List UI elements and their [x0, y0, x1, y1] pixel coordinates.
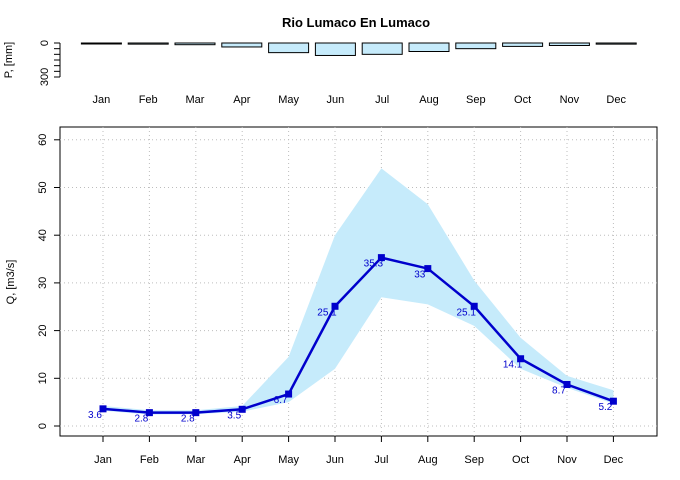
discharge-y-tick-label: 20 [37, 324, 49, 336]
discharge-x-tick-nov: Nov [557, 454, 577, 466]
discharge-data-label: 2.8 [181, 414, 195, 425]
precip-bar-sep [455, 42, 497, 50]
discharge-data-label: 6.7 [274, 395, 288, 406]
discharge-x-tick-dec: Dec [604, 454, 624, 466]
discharge-y-tick-label: 0 [37, 423, 49, 429]
precip-x-tick-aug: Aug [419, 94, 439, 106]
discharge-point-jun [331, 302, 339, 310]
discharge-data-label: 8.7 [552, 386, 566, 397]
precip-x-tick-sep: Sep [466, 94, 486, 106]
discharge-point-aug [424, 265, 432, 273]
discharge-point-mar [192, 409, 200, 417]
precip-x-tick-jul: Jul [375, 94, 389, 106]
precip-bar-jan [80, 42, 122, 45]
precip-x-tick-apr: Apr [233, 94, 250, 106]
discharge-data-label: 3.6 [88, 410, 102, 421]
precip-y-axis: 0 300 [39, 40, 61, 86]
discharge-point-jul [377, 254, 385, 262]
discharge-x-tick-apr: Apr [234, 454, 251, 466]
precip-bar-mar [174, 42, 216, 46]
precip-x-tick-jan: Jan [93, 94, 111, 106]
precip-bar-feb [127, 42, 169, 45]
discharge-point-feb [145, 409, 153, 417]
precip-bar-oct [502, 42, 544, 47]
discharge-y-tick-label: 40 [37, 229, 49, 241]
precip-x-tick-oct: Oct [514, 94, 531, 106]
discharge-data-label: 33 [414, 270, 426, 281]
precip-x-tick-labels: Jan Feb Mar Apr May Jun Jul Aug Sep Oct Nov Dec [93, 94, 627, 106]
discharge-point-nov [563, 381, 571, 389]
discharge-y-tick-label: 10 [37, 372, 49, 384]
discharge-y-tick-label: 30 [37, 277, 49, 289]
precip-x-tick-may: May [278, 94, 299, 106]
discharge-x-tick-jul: Jul [374, 454, 388, 466]
discharge-point-apr [238, 405, 246, 413]
discharge-x-tick-feb: Feb [140, 454, 159, 466]
precip-y-axis-label: P, [mm] [3, 42, 15, 78]
precip-bar-aug [408, 42, 450, 52]
discharge-x-tick-oct: Oct [512, 454, 529, 466]
discharge-x-tick-mar: Mar [186, 454, 205, 466]
discharge-data-label: 25.1 [317, 307, 337, 318]
discharge-data-label: 25.1 [456, 307, 476, 318]
precip-y-tick-label: 300 [39, 68, 51, 86]
discharge-y-tick-label: 60 [37, 134, 49, 146]
discharge-points [99, 254, 617, 417]
precip-bar-apr [221, 42, 263, 48]
plot-frame [59, 126, 658, 437]
precip-bars [80, 42, 637, 56]
discharge-series-line [102, 256, 614, 414]
discharge-x-tick-sep: Sep [464, 454, 484, 466]
discharge-data-label: 5.2 [598, 402, 612, 413]
precip-x-tick-mar: Mar [186, 94, 205, 106]
precip-bar-jul [361, 42, 403, 55]
precip-bar-nov [548, 42, 590, 46]
discharge-y-axis-label: Q, [m3/s] [5, 260, 17, 305]
discharge-data-labels: 3.6 2.8 2.8 3.5 6.7 25.1 35.3 33 25.1 14.1 8.7 5.2 [88, 259, 613, 425]
precip-x-tick-feb: Feb [139, 94, 158, 106]
precip-x-tick-jun: Jun [327, 94, 345, 106]
precip-y-tick-label: 0 [39, 40, 51, 46]
discharge-x-tick-jan: Jan [94, 454, 112, 466]
discharge-point-dec [609, 397, 617, 405]
discharge-x-tick-aug: Aug [418, 454, 438, 466]
discharge-x-tick-may: May [278, 454, 299, 466]
precip-x-tick-nov: Nov [560, 94, 580, 106]
precip-bar-dec [595, 42, 637, 45]
discharge-y-tick-label: 50 [37, 181, 49, 193]
discharge-x-tick-jun: Jun [326, 454, 344, 466]
discharge-y-axis: 0 10 20 30 40 50 60 [37, 134, 60, 429]
discharge-point-may [285, 390, 293, 398]
discharge-point-sep [470, 302, 478, 310]
range-band [103, 168, 614, 415]
discharge-data-label: 35.3 [364, 259, 384, 270]
discharge-data-label: 14.1 [503, 360, 523, 371]
discharge-data-label: 2.8 [134, 414, 148, 425]
precip-bar-may [268, 42, 310, 54]
discharge-point-oct [517, 355, 525, 363]
precip-x-tick-dec: Dec [606, 94, 626, 106]
discharge-point-jan [99, 405, 107, 413]
discharge-x-axis: Jan Feb Mar Apr May Jun Jul Aug Sep Oct Nov Dec [94, 436, 624, 466]
precip-bar-jun [314, 42, 356, 56]
discharge-data-label: 3.5 [227, 410, 241, 421]
chart-title: Rio Lumaco En Lumaco [282, 15, 430, 30]
